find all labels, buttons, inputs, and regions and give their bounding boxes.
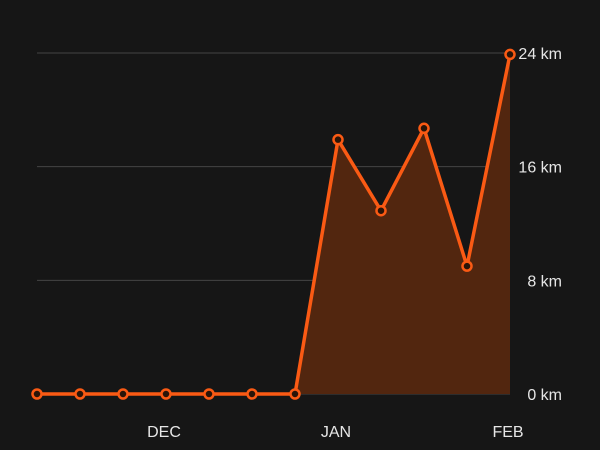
data-point-1[interactable]: [74, 388, 86, 400]
area-fill: [37, 54, 510, 394]
series-line: [35, 52, 512, 396]
data-point-4[interactable]: [203, 388, 215, 400]
y-tick-label: 8 km: [527, 273, 562, 290]
data-point-3[interactable]: [160, 388, 172, 400]
x-tick-label: DEC: [147, 424, 181, 441]
y-tick-label: 16 km: [518, 160, 562, 177]
line-layer: [35, 52, 512, 396]
data-point-0[interactable]: [31, 388, 43, 400]
x-axis-labels: DEC JAN FEB: [147, 424, 523, 441]
y-tick-label: 24 km: [518, 46, 562, 63]
data-point-8[interactable]: [375, 204, 387, 217]
data-point-11[interactable]: [504, 48, 516, 61]
y-axis-labels: 0 km 8 km 16 km 24 km: [518, 46, 562, 404]
data-point-7[interactable]: [332, 133, 344, 146]
x-tick-label: FEB: [492, 424, 523, 441]
y-tick-label: 0 km: [527, 387, 562, 404]
marker-layer: [31, 48, 516, 400]
area-layer: [37, 54, 510, 394]
data-point-6[interactable]: [289, 388, 301, 400]
data-point-2[interactable]: [117, 388, 129, 400]
x-tick-label: JAN: [321, 424, 351, 441]
data-point-5[interactable]: [246, 388, 258, 400]
data-point-10[interactable]: [461, 260, 473, 272]
data-point-9[interactable]: [418, 122, 430, 135]
